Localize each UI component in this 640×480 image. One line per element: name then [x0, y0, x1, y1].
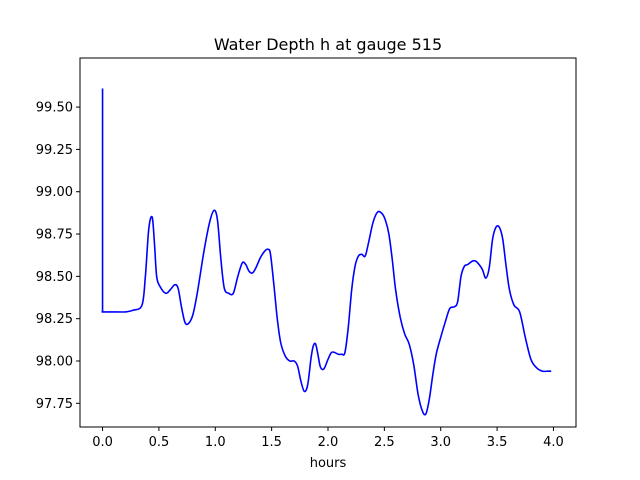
- y-tick-label: 98.50: [36, 270, 73, 285]
- x-tick-label: 4.0: [543, 435, 564, 450]
- y-tick-label: 97.75: [36, 397, 73, 412]
- y-tick-label: 98.75: [36, 228, 73, 243]
- x-tick-label: 3.5: [487, 435, 508, 450]
- y-tick-label: 99.25: [36, 143, 73, 158]
- x-tick-label: 2.5: [374, 435, 395, 450]
- y-tick-label: 99.50: [36, 101, 73, 116]
- y-tick-label: 98.00: [36, 354, 73, 369]
- x-axis-label: hours: [310, 456, 347, 471]
- chart-title: Water Depth h at gauge 515: [214, 35, 442, 54]
- y-axis: 97.75 98.00 98.25 98.50 98.75 99.00 99.25 99.50: [36, 101, 80, 412]
- x-tick-label: 3.0: [430, 435, 451, 450]
- y-tick-label: 99.00: [36, 185, 73, 200]
- x-tick-label: 1.5: [261, 435, 282, 450]
- y-tick-label: 98.25: [36, 312, 73, 327]
- series-layer: [101, 88, 552, 416]
- x-tick-label: 1.0: [205, 435, 226, 450]
- x-tick-label: 0.0: [92, 435, 113, 450]
- series-line: [101, 88, 552, 416]
- x-axis: 0.0 0.5 1.0 1.5 2.0 2.5 3.0 3.5 4.0: [92, 427, 564, 450]
- x-tick-label: 0.5: [149, 435, 170, 450]
- x-tick-label: 2.0: [318, 435, 339, 450]
